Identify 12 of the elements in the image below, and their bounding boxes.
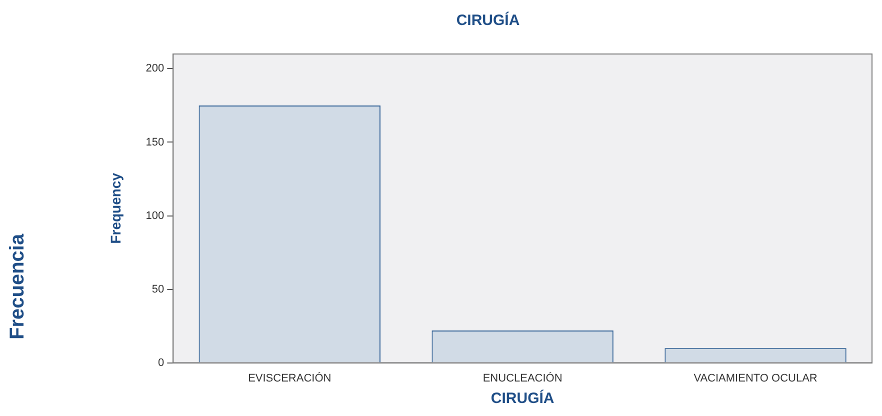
- y-tick-label: 200: [146, 62, 164, 75]
- chart-title: CIRUGÍA: [456, 11, 520, 30]
- y-tick-label: 50: [152, 283, 164, 296]
- x-tick-label: EVISCERACIÓN: [248, 371, 332, 384]
- x-tick-label: VACIAMIENTO OCULAR: [694, 372, 818, 384]
- y-tick-label: 0: [158, 356, 164, 369]
- x-tick-label: ENUCLEACIÓN: [482, 371, 562, 384]
- x-axis-title: CIRUGÍA: [490, 389, 554, 408]
- y-tick-label: 100: [146, 210, 164, 222]
- y-tick-label: 150: [146, 136, 164, 148]
- text: Frecuencia: [6, 234, 30, 340]
- y-axis-title: Frequency: [107, 172, 124, 244]
